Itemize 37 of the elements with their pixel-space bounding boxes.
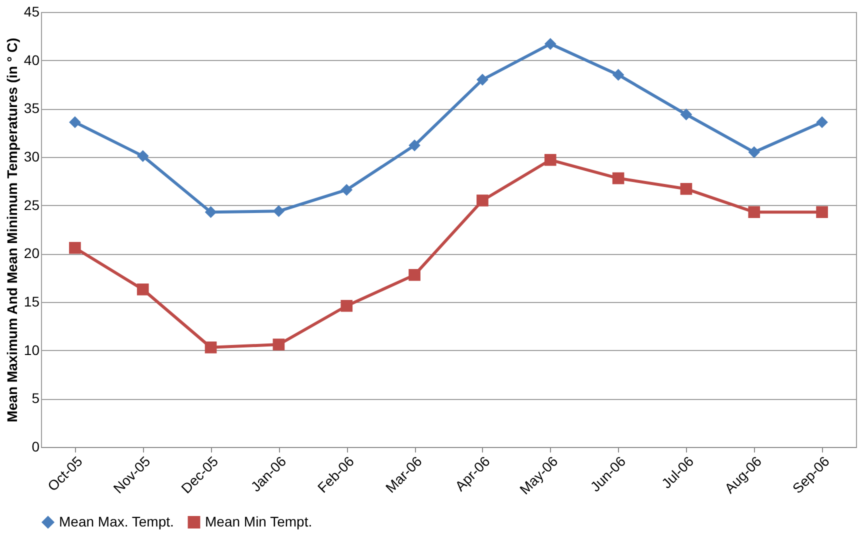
point (69, 116, 81, 128)
point (272, 338, 285, 350)
point (476, 194, 488, 206)
point (748, 146, 760, 158)
legend-label: Mean Min Tempt. (205, 513, 312, 530)
y-axis-title: Mean Maximum And Mean Minimum Temperatures (in ° C) (4, 38, 20, 422)
y-tick-label: 20 (24, 245, 40, 262)
point (816, 116, 828, 128)
point (408, 139, 420, 152)
point (680, 108, 692, 120)
point (544, 154, 556, 166)
point (136, 150, 149, 162)
point (272, 205, 285, 218)
point (816, 206, 828, 218)
point (204, 206, 217, 218)
y-tick-label: 15 (24, 294, 40, 310)
point (204, 342, 217, 354)
point (340, 300, 353, 312)
y-tick-label: 0 (32, 438, 40, 454)
y-tick-label: 30 (24, 148, 40, 164)
y-tick-label: 45 (24, 4, 40, 20)
point (136, 284, 149, 296)
point (408, 269, 420, 281)
y-tick-label: 35 (24, 100, 40, 116)
point (476, 74, 488, 86)
y-tick-label: 5 (32, 390, 40, 406)
point (544, 38, 556, 50)
point (612, 68, 624, 81)
y-tick-label: 40 (24, 52, 40, 68)
y-tick-label: 25 (24, 196, 40, 213)
y-tick-label: 10 (24, 342, 40, 358)
point (680, 182, 692, 195)
point (748, 206, 760, 218)
point (340, 184, 353, 196)
point (69, 242, 81, 254)
legend-label: Mean Max. Tempt. (59, 513, 174, 530)
point (612, 172, 624, 184)
